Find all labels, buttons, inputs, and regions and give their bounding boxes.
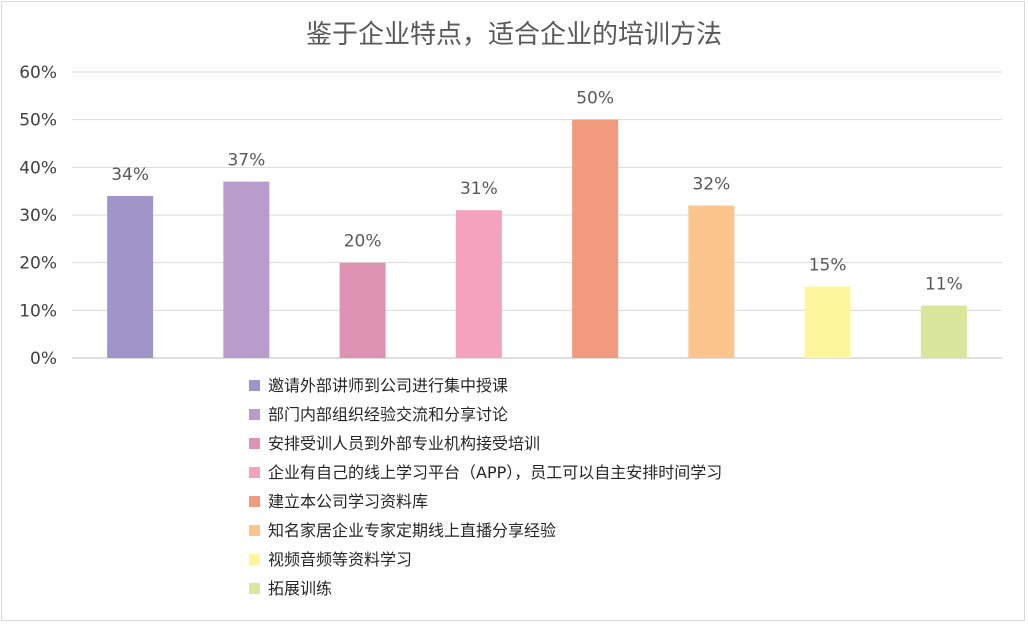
y-tick-label: 40% (19, 158, 57, 178)
legend-swatch (249, 496, 260, 507)
legend: 邀请外部讲师到公司进行集中授课部门内部组织经验交流和分享讨论安排受训人员到外部专… (249, 376, 722, 598)
data-label: 34% (111, 165, 149, 185)
y-axis-ticks: 0% 10% 20% 30% 40% 50% 60% (19, 63, 57, 369)
legend-label: 视频音频等资料学习 (268, 550, 412, 569)
legend-item: 企业有自己的线上学习平台（APP），员工可以自主安排时间学习 (249, 463, 722, 482)
legend-swatch (249, 438, 260, 449)
bar (455, 210, 502, 358)
y-tick-label: 10% (19, 301, 57, 321)
data-label: 37% (227, 151, 265, 171)
y-tick-label: 30% (19, 206, 57, 226)
bar (688, 205, 735, 358)
legend-label: 拓展训练 (268, 579, 332, 598)
legend-item: 拓展训练 (249, 579, 332, 598)
y-tick-label: 20% (19, 254, 57, 274)
legend-item: 建立本公司学习资料库 (249, 492, 428, 511)
legend-swatch (249, 583, 260, 594)
bar (223, 181, 270, 358)
grid-lines (72, 71, 1002, 359)
bar (339, 262, 386, 358)
bar (920, 305, 967, 358)
data-label: 50% (576, 89, 614, 109)
legend-label: 安排受训人员到外部专业机构接受培训 (268, 434, 540, 453)
bar (804, 286, 851, 358)
legend-swatch (249, 525, 260, 536)
legend-label: 部门内部组织经验交流和分享讨论 (268, 405, 508, 424)
legend-item: 知名家居企业专家定期线上直播分享经验 (249, 521, 556, 540)
y-tick-label: 50% (19, 111, 57, 131)
bars (107, 119, 967, 359)
legend-swatch (249, 554, 260, 565)
data-labels: 34% 37% 20% 31% 50% 32% 15% 11% (111, 89, 963, 295)
data-label: 32% (692, 174, 730, 194)
y-tick-label: 0% (30, 349, 57, 369)
y-tick-label: 60% (19, 63, 57, 83)
bar (572, 119, 619, 359)
data-label: 31% (460, 179, 498, 199)
legend-swatch (249, 380, 260, 391)
legend-item: 安排受训人员到外部专业机构接受培训 (249, 434, 540, 453)
legend-item: 视频音频等资料学习 (249, 550, 412, 569)
legend-label: 知名家居企业专家定期线上直播分享经验 (268, 521, 556, 540)
data-label: 20% (344, 232, 382, 252)
legend-swatch (249, 409, 260, 420)
bar (107, 195, 154, 358)
data-label: 11% (925, 275, 963, 295)
legend-item: 邀请外部讲师到公司进行集中授课 (249, 376, 508, 395)
data-label: 15% (809, 256, 847, 276)
legend-label: 邀请外部讲师到公司进行集中授课 (268, 376, 508, 395)
chart-title: 鉴于企业特点，适合企业的培训方法 (306, 20, 722, 50)
legend-item: 部门内部组织经验交流和分享讨论 (249, 405, 508, 424)
legend-swatch (249, 467, 260, 478)
legend-label: 建立本公司学习资料库 (268, 492, 428, 511)
legend-label: 企业有自己的线上学习平台（APP），员工可以自主安排时间学习 (268, 463, 722, 482)
